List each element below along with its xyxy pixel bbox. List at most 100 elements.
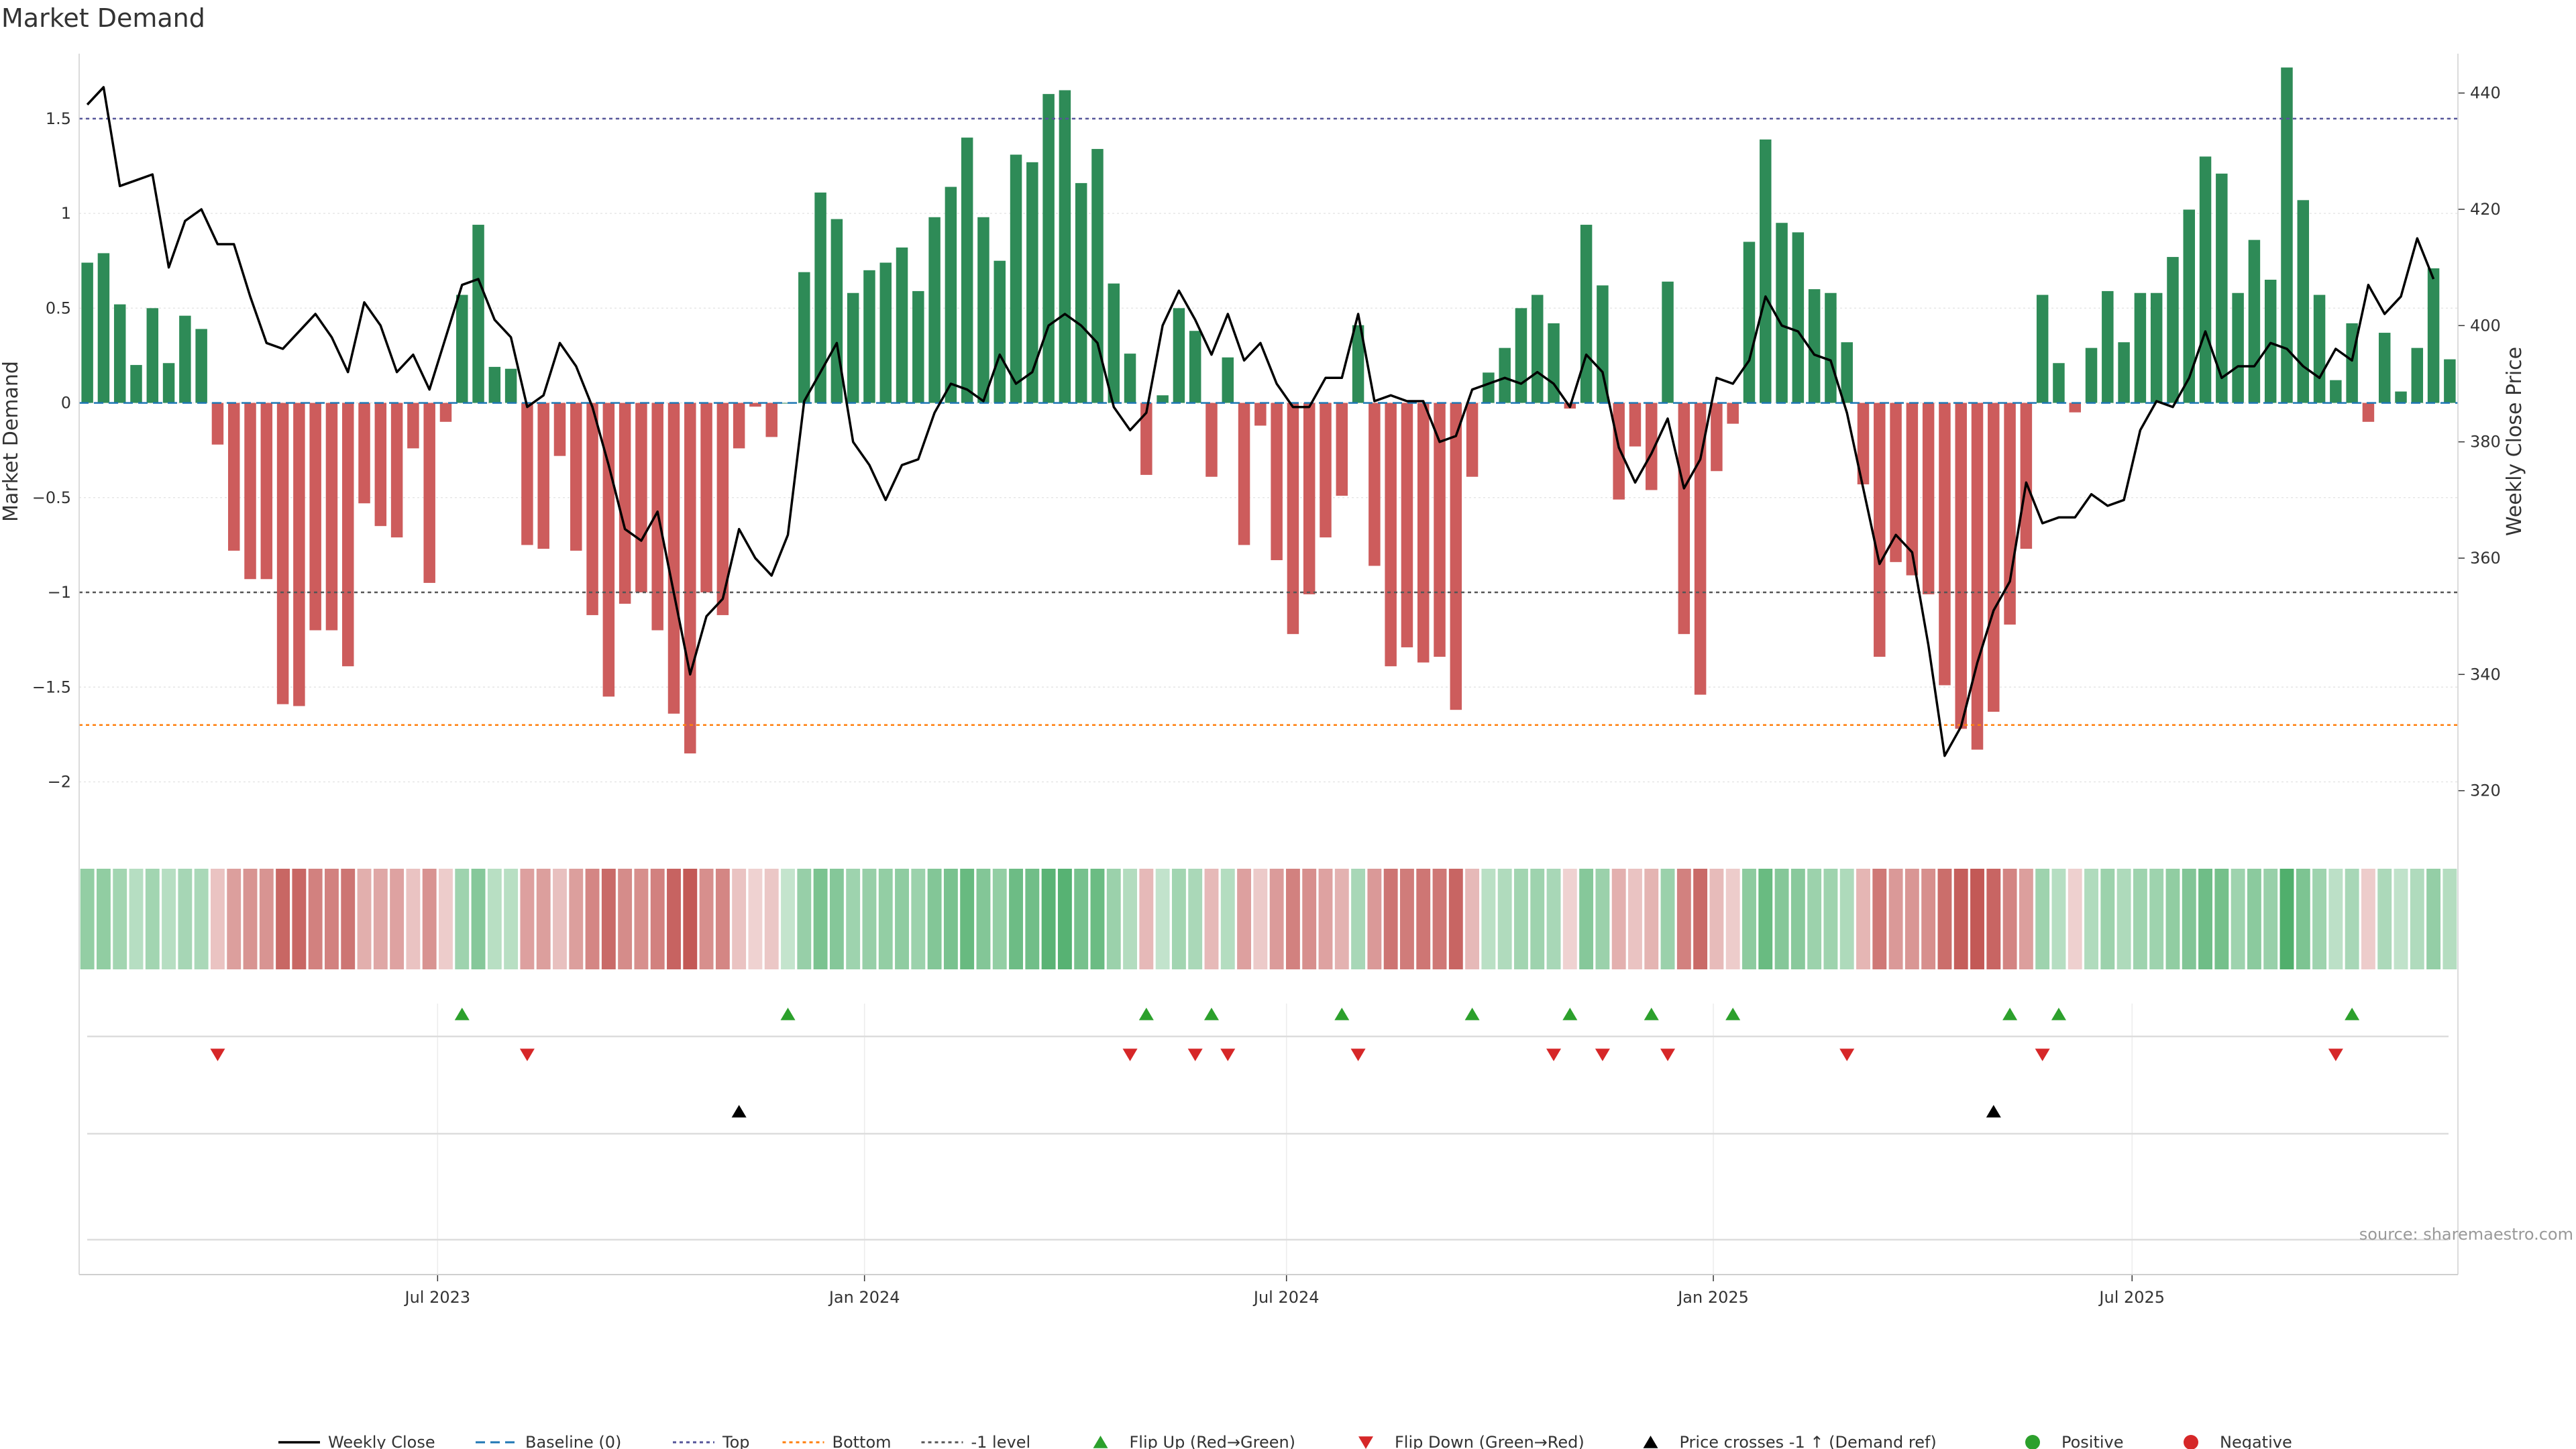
- demand-bar: [1613, 402, 1625, 500]
- heat-cell: [2247, 869, 2261, 969]
- legend-label: Top: [722, 1433, 750, 1449]
- heat-cell: [1448, 869, 1463, 969]
- demand-bar: [1010, 154, 1022, 403]
- heat-cell: [960, 869, 975, 969]
- demand-bar: [1466, 402, 1479, 477]
- heat-cell: [2394, 869, 2408, 969]
- demand-bar: [537, 402, 549, 549]
- legend-item: Flip Up (Red→Green): [1093, 1433, 1295, 1449]
- demand-bar: [1857, 402, 1870, 485]
- demand-bar: [945, 186, 957, 403]
- heat-cell: [162, 869, 176, 969]
- demand-bar: [179, 315, 191, 403]
- heat-cell: [1334, 869, 1349, 969]
- heat-cell: [1628, 869, 1642, 969]
- demand-bar: [749, 402, 761, 407]
- heat-cell: [976, 869, 991, 969]
- demand-bar: [2248, 239, 2261, 403]
- heat-cell: [145, 869, 160, 969]
- heat-cell: [699, 869, 714, 969]
- heat-cell: [1579, 869, 1594, 969]
- heat-cell: [1367, 869, 1382, 969]
- demand-bar: [1320, 402, 1332, 538]
- heat-cell: [1774, 869, 1789, 969]
- demand-bar: [113, 304, 126, 403]
- demand-bar: [358, 402, 370, 504]
- heat-cell: [1465, 869, 1480, 969]
- heat-cell: [211, 869, 225, 969]
- flip-up-marker: [1562, 1008, 1578, 1020]
- flip-up-marker: [1644, 1008, 1659, 1020]
- heat-cell: [406, 869, 421, 969]
- demand-bar: [1385, 402, 1397, 667]
- demand-bar: [1417, 402, 1430, 663]
- heat-cell: [2443, 869, 2457, 969]
- flip-up-marker: [1725, 1008, 1741, 1020]
- demand-bar: [1222, 357, 1234, 403]
- demand-bar: [1059, 90, 1071, 403]
- heat-cell: [1856, 869, 1870, 969]
- heat-cell: [227, 869, 241, 969]
- heat-cell: [1432, 869, 1447, 969]
- heat-cell: [764, 869, 779, 969]
- heat-cell: [194, 869, 209, 969]
- heat-cell: [1693, 869, 1708, 969]
- legend-item: Positive: [2025, 1433, 2124, 1449]
- demand-bar: [407, 402, 419, 449]
- heat-cell: [813, 869, 828, 969]
- heat-cell: [1888, 869, 1903, 969]
- weekly-close-line: [86, 86, 2435, 757]
- heat-cell: [781, 869, 795, 969]
- heat-cell: [1090, 869, 1105, 969]
- chart-title: Market Demand: [1, 3, 205, 33]
- heat-cell: [911, 869, 926, 969]
- heat-cell: [829, 869, 844, 969]
- demand-bar: [1450, 402, 1462, 710]
- demand-bar: [2118, 342, 2130, 403]
- heat-cell: [862, 869, 877, 969]
- legend-item: Weekly Close: [278, 1433, 435, 1449]
- demand-bar: [2297, 200, 2310, 403]
- heat-cell: [2312, 869, 2326, 969]
- y-right-tick-label: 380: [2470, 433, 2501, 451]
- heat-cell: [1497, 869, 1512, 969]
- heat-cell: [585, 869, 600, 969]
- heat-cell: [895, 869, 909, 969]
- flip-down-marker: [2328, 1049, 2343, 1061]
- demand-bar: [504, 368, 517, 403]
- heat-cell: [1204, 869, 1219, 969]
- demand-bar: [1140, 402, 1152, 475]
- heat-cell: [292, 869, 307, 969]
- heat-cell: [1904, 869, 1919, 969]
- legend-label: Price crosses -1 ↑ (Demand ref): [1680, 1433, 1937, 1449]
- y-left-tick-label: −0.5: [32, 488, 71, 507]
- flip-down-marker: [1595, 1049, 1610, 1061]
- y-axis-left-label: Market Demand: [0, 361, 23, 522]
- heat-cell: [2100, 869, 2115, 969]
- heat-cell: [1155, 869, 1170, 969]
- heat-cell: [1823, 869, 1838, 969]
- signal-markers: [210, 1008, 2360, 1118]
- heat-cell: [2133, 869, 2147, 969]
- demand-bar: [2167, 257, 2179, 403]
- demand-bar: [1906, 402, 1919, 576]
- demand-bar: [1532, 294, 1544, 403]
- heat-cell: [276, 869, 290, 969]
- heat-cell: [113, 869, 127, 969]
- flip-up-marker: [2002, 1008, 2018, 1020]
- heat-cell: [748, 869, 763, 969]
- demand-bar: [1336, 402, 1348, 496]
- demand-bar: [1808, 289, 1821, 403]
- heat-cell: [1709, 869, 1724, 969]
- heat-cell: [2149, 869, 2164, 969]
- y-right-tick-label: 360: [2470, 549, 2501, 568]
- heat-cell: [1937, 869, 1952, 969]
- heat-cell: [1546, 869, 1561, 969]
- demand-bar: [863, 270, 875, 403]
- heat-cell: [1057, 869, 1072, 969]
- source-note: source: sharemaestro.com: [2359, 1225, 2573, 1244]
- demand-bar: [1955, 402, 1967, 729]
- price-cross-marker: [731, 1105, 747, 1118]
- demand-bar: [2264, 279, 2277, 403]
- legend: Weekly Close Baseline (0) Top Bottom -1 leve…: [278, 1433, 2292, 1449]
